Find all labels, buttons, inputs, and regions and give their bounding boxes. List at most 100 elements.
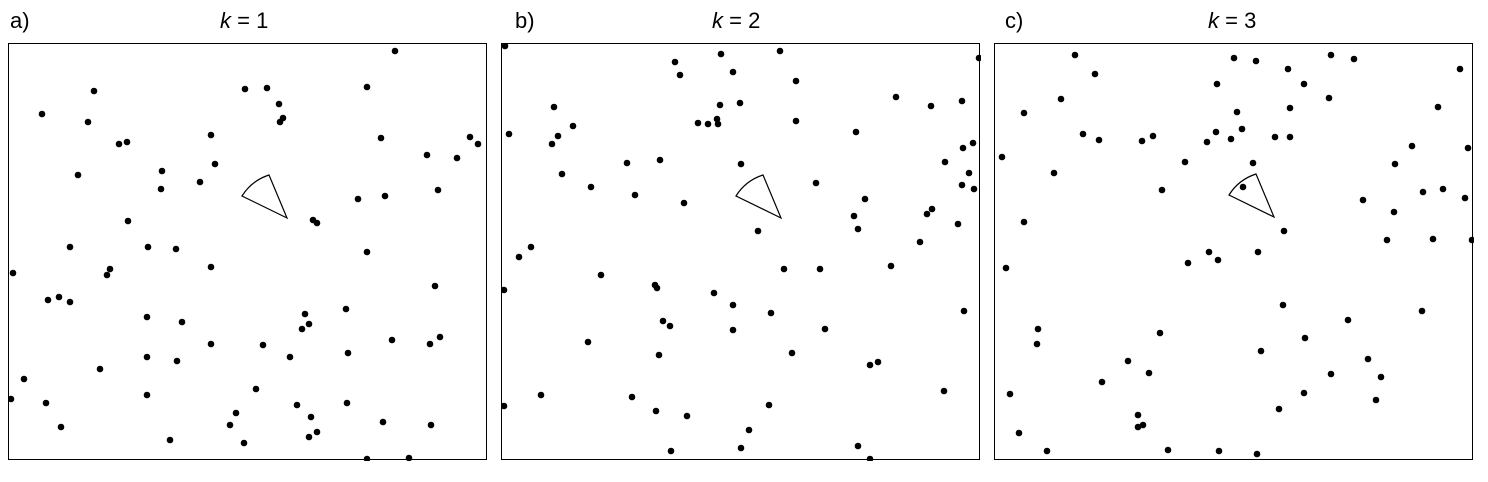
point [391, 47, 399, 55]
point [427, 421, 435, 429]
point [1034, 325, 1042, 333]
point [628, 393, 636, 401]
point [286, 353, 294, 361]
point [423, 151, 431, 159]
point [892, 93, 900, 101]
point [1134, 423, 1142, 431]
panel-b-title-var: k [712, 8, 723, 33]
point [211, 160, 219, 168]
point [301, 310, 309, 318]
point [958, 97, 966, 105]
point [998, 153, 1006, 161]
point [505, 130, 513, 138]
point [305, 433, 313, 441]
point [737, 160, 745, 168]
point [363, 455, 371, 461]
point [537, 391, 545, 399]
point [792, 77, 800, 85]
point [959, 144, 967, 152]
point [173, 357, 181, 365]
point [1233, 108, 1241, 116]
point [816, 265, 824, 273]
point [426, 340, 434, 348]
point [515, 253, 523, 261]
point [694, 119, 702, 127]
point [207, 131, 215, 139]
point [293, 401, 301, 409]
point [240, 439, 248, 447]
panel-a-title: k = 1 [220, 8, 268, 34]
point [587, 183, 595, 191]
point [861, 195, 869, 203]
point [1227, 135, 1235, 143]
point [232, 409, 240, 417]
panel-a-points [9, 47, 482, 461]
viewing-sector [1228, 173, 1276, 219]
point [655, 351, 663, 359]
point [313, 219, 321, 227]
point [1419, 188, 1427, 196]
viewing-sector [241, 174, 289, 220]
point [652, 407, 660, 415]
point [276, 118, 284, 126]
point [821, 325, 829, 333]
point [1300, 80, 1308, 88]
point [1284, 65, 1292, 73]
point [502, 44, 509, 50]
point [1139, 421, 1147, 429]
point [90, 87, 98, 95]
point [1138, 137, 1146, 145]
point [676, 71, 684, 79]
point [1156, 329, 1164, 337]
point [954, 220, 962, 228]
point [1203, 138, 1211, 146]
point [84, 118, 92, 126]
point [714, 120, 722, 128]
point [1205, 248, 1213, 256]
point [38, 110, 46, 118]
point [710, 289, 718, 297]
point [1280, 227, 1288, 235]
point [854, 225, 862, 233]
point [9, 269, 17, 277]
point [1215, 447, 1223, 455]
point [1359, 196, 1367, 204]
panel-c-points [998, 51, 1474, 458]
point [502, 402, 508, 410]
point [704, 120, 712, 128]
point [1149, 132, 1157, 140]
point [887, 262, 895, 270]
point [1464, 144, 1472, 152]
point [671, 58, 679, 66]
point [143, 353, 151, 361]
point [1279, 301, 1287, 309]
point [780, 265, 788, 273]
point [850, 212, 858, 220]
point [1286, 133, 1294, 141]
panel-c-label: c) [1005, 8, 1024, 33]
point [1350, 55, 1358, 63]
point [558, 170, 566, 178]
point [1145, 369, 1153, 377]
point [1439, 185, 1447, 193]
point [1300, 389, 1308, 397]
point [729, 301, 737, 309]
point [965, 169, 973, 177]
point [680, 199, 688, 207]
point [1271, 133, 1279, 141]
point [1095, 136, 1103, 144]
point [854, 442, 862, 450]
point [717, 50, 725, 58]
point [263, 84, 271, 92]
point [713, 115, 721, 123]
point [653, 284, 661, 292]
point [1098, 378, 1106, 386]
point [1253, 450, 1261, 458]
point [259, 341, 267, 349]
point [298, 325, 306, 333]
point [1214, 256, 1222, 264]
point [792, 117, 800, 125]
point [866, 361, 874, 369]
panel-b-label: b) [515, 8, 535, 33]
point [852, 128, 860, 136]
